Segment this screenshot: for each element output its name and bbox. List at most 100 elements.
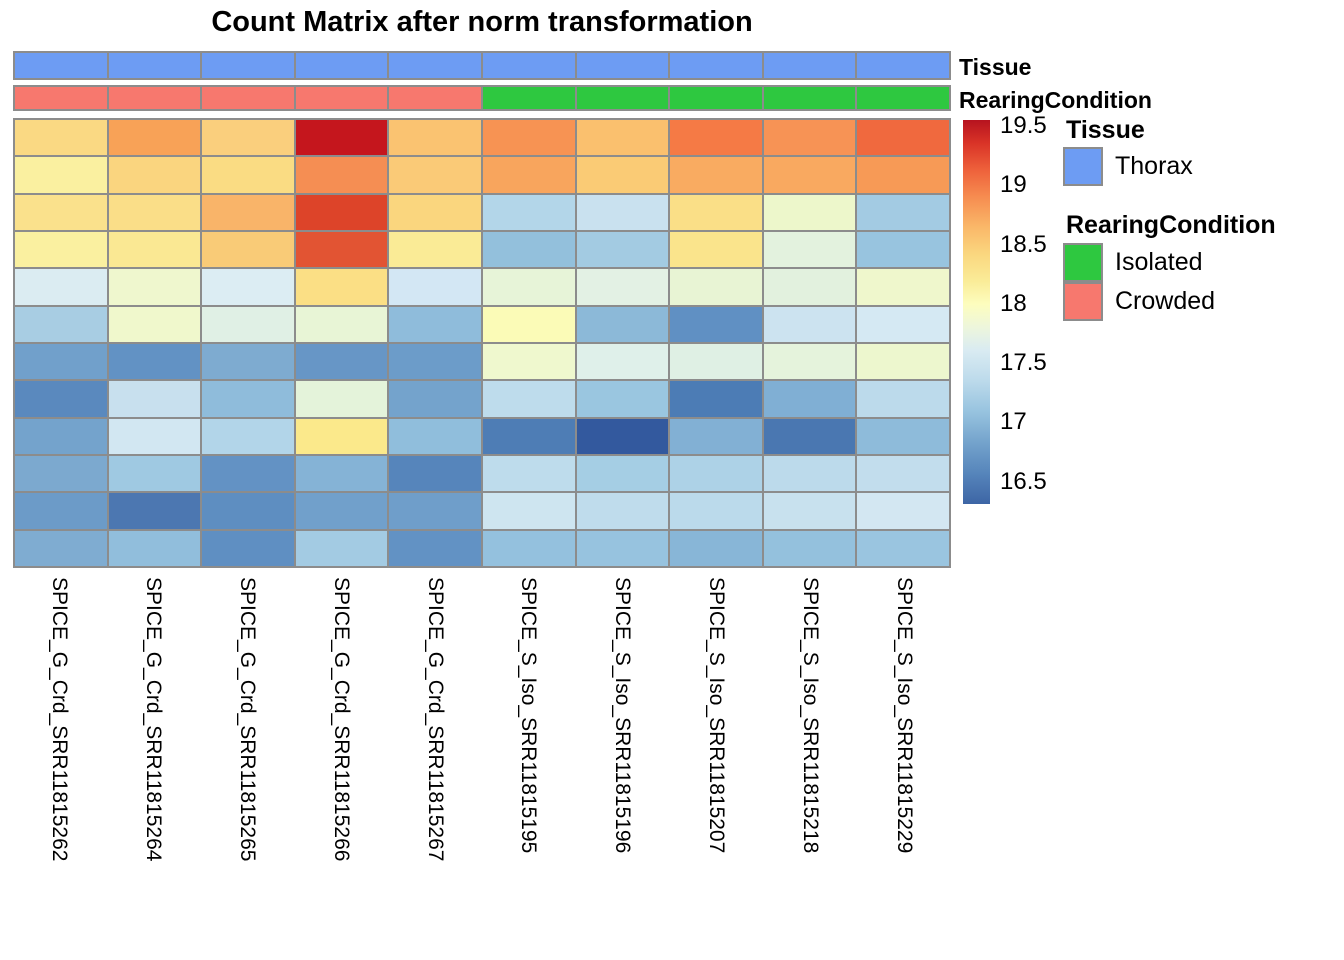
- heatmap-cell-r4-c7: [576, 231, 669, 268]
- anno-tissue-cell-9: [763, 53, 856, 78]
- heatmap-cell-r8-c5: [389, 381, 481, 417]
- colorbar-tick-label: 17.5: [1000, 349, 1047, 376]
- legend-swatch-crowded: [1063, 282, 1103, 321]
- heatmap-cell-r9-c9: [763, 418, 856, 454]
- heatmap-cell-r7-c6: [482, 343, 575, 380]
- column-label: SPICE_G_Crd_SRR11815264: [142, 577, 166, 862]
- heatmap-cell-r1-c2: [108, 120, 201, 156]
- colorbar-gradient: [963, 120, 990, 504]
- tissue-annotation-row: [13, 51, 951, 80]
- heatmap-cell-r12-c4: [295, 530, 388, 566]
- heatmap-cell-r4-c2: [108, 231, 201, 268]
- heatmap-cell-r11-c7: [576, 493, 669, 529]
- heatmap-cell-r5-c10: [857, 269, 949, 305]
- heatmap-cell-r11-c6: [482, 493, 575, 529]
- heatmap-cell-r12-c10: [857, 530, 949, 566]
- heatmap-cell-r1-c3: [202, 120, 294, 156]
- heatmap-cell-r3-c5: [389, 194, 481, 230]
- heatmap-cell-r10-c3: [202, 455, 294, 492]
- heatmap-cell-r10-c6: [482, 455, 575, 492]
- legend-swatch-isolated: [1063, 243, 1103, 282]
- heatmap-cell-r2-c1: [15, 157, 107, 193]
- anno-rearing-cell-5: [389, 87, 481, 109]
- heatmap-cell-r2-c4: [295, 157, 388, 193]
- heatmap-cell-r9-c5: [389, 418, 481, 454]
- heatmap-cell-r5-c2: [108, 269, 201, 305]
- heatmap-cell-r5-c9: [763, 269, 856, 305]
- heatmap-cell-r6-c8: [670, 306, 762, 342]
- anno-rearing-cell-3: [202, 87, 294, 109]
- heatmap-cell-r7-c5: [389, 343, 481, 380]
- heatmap-cell-r6-c7: [576, 306, 669, 342]
- rearing-condition-annotation-label: RearingCondition: [959, 87, 1152, 113]
- anno-tissue-cell-4: [295, 53, 388, 78]
- heatmap-cell-r8-c1: [15, 381, 107, 417]
- heatmap-cell-r3-c1: [15, 194, 107, 230]
- heatmap-cell-r9-c1: [15, 418, 107, 454]
- heatmap-cell-r8-c7: [576, 381, 669, 417]
- heatmap-cell-r11-c8: [670, 493, 762, 529]
- heatmap-cell-r11-c2: [108, 493, 201, 529]
- anno-rearing-cell-1: [15, 87, 107, 109]
- column-label: SPICE_S_Iso_SRR11815207: [705, 577, 728, 854]
- legend-swatch-thorax: [1063, 147, 1103, 186]
- heatmap-cell-r8-c2: [108, 381, 201, 417]
- heatmap-cell-r1-c1: [15, 120, 107, 156]
- heatmap-cell-r11-c10: [857, 493, 949, 529]
- heatmap-cell-r9-c10: [857, 418, 949, 454]
- heatmap-cell-r9-c8: [670, 418, 762, 454]
- colorbar-tick-label: 18.5: [1000, 230, 1047, 258]
- heatmap-cell-r1-c6: [482, 120, 575, 156]
- heatmap-cell-r3-c9: [763, 194, 856, 230]
- colorbar-tick-label: 19.5: [1000, 112, 1047, 139]
- heatmap-cell-r3-c6: [482, 194, 575, 230]
- heatmap-cell-r3-c4: [295, 194, 388, 230]
- heatmap-cell-r9-c4: [295, 418, 388, 454]
- heatmap-cell-r10-c2: [108, 455, 201, 492]
- chart-title: Count Matrix after norm transformation: [211, 6, 753, 38]
- heatmap-cell-r8-c3: [202, 381, 294, 417]
- heatmap-cell-r4-c4: [295, 231, 388, 268]
- heatmap-cell-r7-c10: [857, 343, 949, 380]
- heatmap-cell-r10-c1: [15, 455, 107, 492]
- heatmap-cell-r9-c7: [576, 418, 669, 454]
- anno-tissue-cell-5: [389, 53, 481, 78]
- legend-item-isolated: Isolated: [1063, 243, 1215, 282]
- heatmap-cell-r12-c9: [763, 530, 856, 566]
- column-label: SPICE_S_Iso_SRR11815195: [517, 577, 541, 854]
- legend-item-label: Thorax: [1115, 152, 1193, 180]
- heatmap-cell-r8-c9: [763, 381, 856, 417]
- heatmap-cell-r1-c7: [576, 120, 669, 156]
- anno-rearing-cell-7: [576, 87, 669, 109]
- heatmap-cell-r7-c4: [295, 343, 388, 380]
- heatmap-cell-r5-c1: [15, 269, 107, 305]
- column-label: SPICE_G_Crd_SRR11815266: [329, 577, 353, 862]
- heatmap-cell-r1-c4: [295, 120, 388, 156]
- heatmap-cell-r2-c3: [202, 157, 294, 193]
- heatmap-cell-r12-c1: [15, 530, 107, 566]
- heatmap-cell-r7-c8: [670, 343, 762, 380]
- heatmap-cell-r4-c8: [670, 231, 762, 268]
- heatmap-cell-r10-c9: [763, 455, 856, 492]
- heatmap-cell-r3-c3: [202, 194, 294, 230]
- heatmap-cell-r5-c4: [295, 269, 388, 305]
- heatmap-cell-r6-c4: [295, 306, 388, 342]
- heatmap-cell-r2-c10: [857, 157, 949, 193]
- heatmap-cell-r3-c2: [108, 194, 201, 230]
- anno-tissue-cell-7: [576, 53, 669, 78]
- rearing-condition-annotation-row: [13, 85, 951, 111]
- heatmap-cell-r3-c7: [576, 194, 669, 230]
- heatmap-cell-r12-c5: [389, 530, 481, 566]
- column-label: SPICE_S_Iso_SRR11815229: [892, 577, 916, 854]
- colorbar-tick-label: 19: [1000, 171, 1027, 199]
- heatmap-cell-r2-c9: [763, 157, 856, 193]
- legend-item-label: Isolated: [1115, 248, 1203, 276]
- legend-tissue-title: Tissue: [1066, 116, 1145, 144]
- heatmap-cell-r8-c6: [482, 381, 575, 417]
- legend-item-thorax: Thorax: [1063, 147, 1193, 186]
- tissue-annotation-label: Tissue: [959, 54, 1032, 80]
- colorbar-tick-label: 16.5: [1000, 467, 1047, 495]
- anno-tissue-cell-3: [202, 53, 294, 78]
- heatmap-cell-r1-c9: [763, 120, 856, 156]
